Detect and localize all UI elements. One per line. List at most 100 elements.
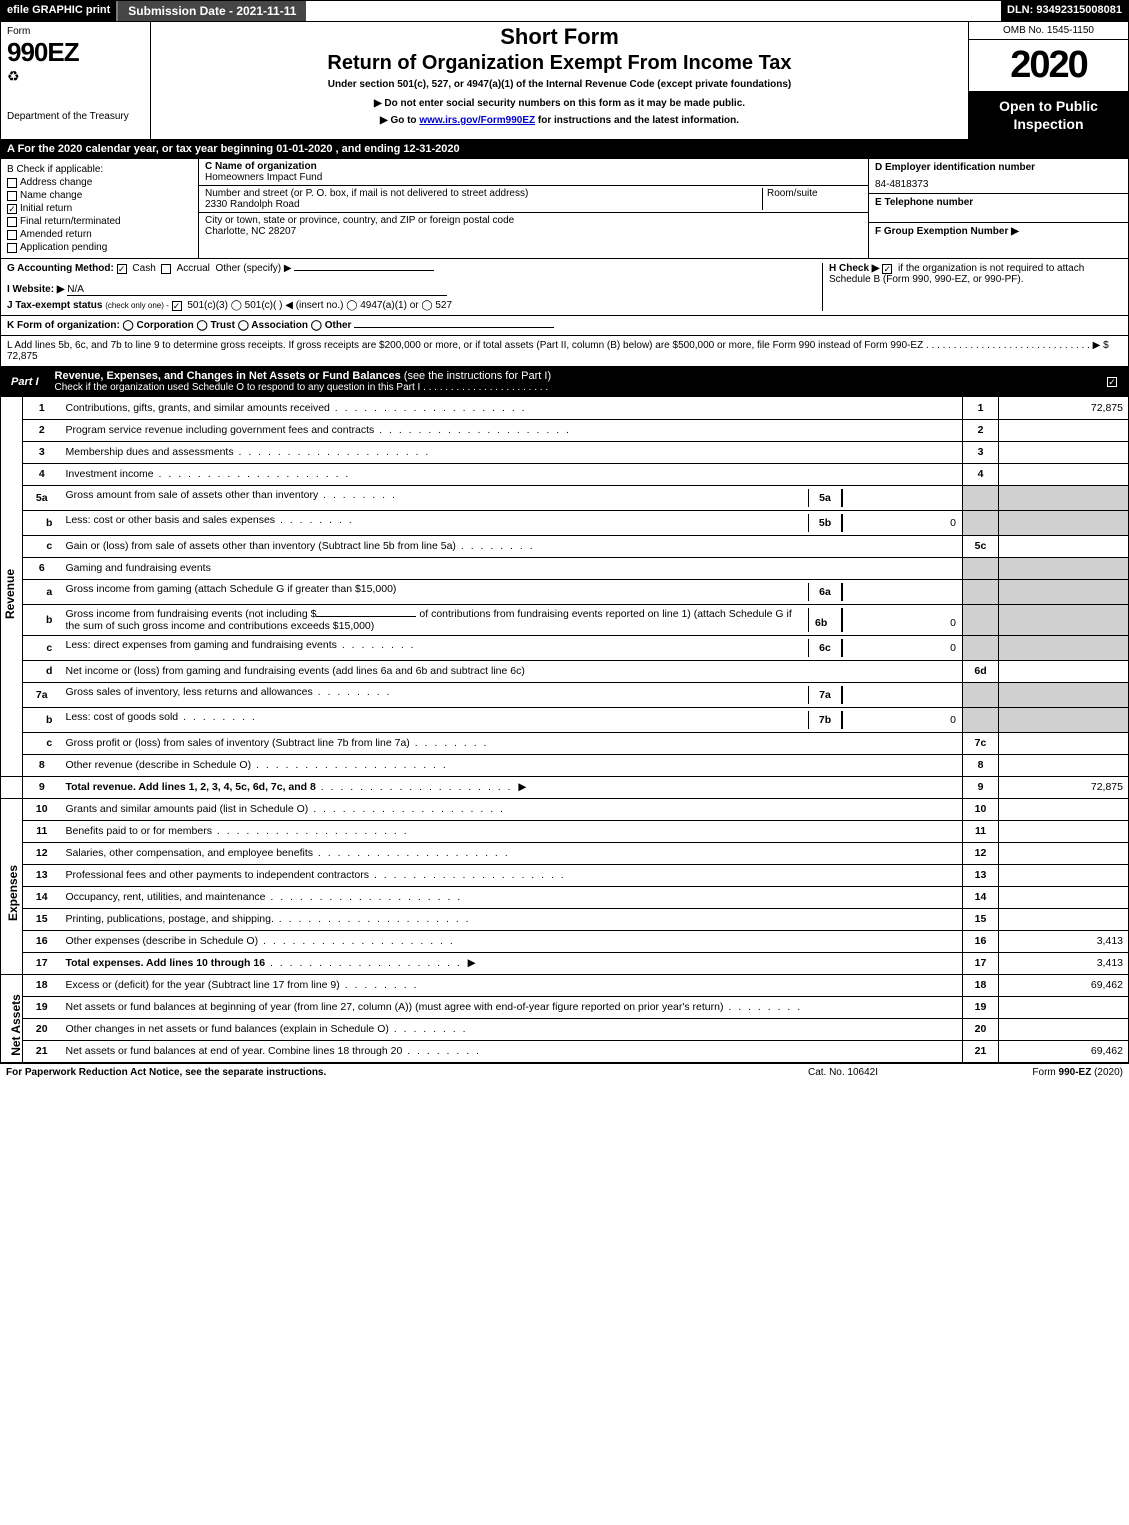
row-11: 11 Benefits paid to or for members 11 <box>1 820 1129 842</box>
chk-application-pending[interactable]: Application pending <box>7 242 192 253</box>
dln-label: DLN: 93492315008081 <box>1001 1 1128 21</box>
part-1-subtitle: Check if the organization used Schedule … <box>55 382 1082 393</box>
line-16-value: 3,413 <box>999 930 1129 952</box>
row-16: 16 Other expenses (describe in Schedule … <box>1 930 1129 952</box>
c-city-label: City or town, state or province, country… <box>205 215 862 226</box>
l-value: 72,875 <box>7 351 38 362</box>
line-1-desc: Contributions, gifts, grants, and simila… <box>61 397 963 419</box>
section-bcdef: B Check if applicable: Address change Na… <box>0 159 1129 259</box>
row-15: 15 Printing, publications, postage, and … <box>1 908 1129 930</box>
chk-name-change[interactable]: Name change <box>7 190 192 201</box>
chk-h[interactable]: ✓ <box>882 264 892 274</box>
chk-final-return[interactable]: Final return/terminated <box>7 216 192 227</box>
row-2: 2 Program service revenue including gove… <box>1 419 1129 441</box>
f-group-exemption: F Group Exemption Number ▶ <box>869 223 1128 240</box>
row-8: 8 Other revenue (describe in Schedule O)… <box>1 754 1129 776</box>
part-1-header: Part I Revenue, Expenses, and Changes in… <box>0 367 1129 397</box>
row-5b: b Less: cost or other basis and sales ex… <box>1 510 1129 535</box>
row-7b: b Less: cost of goods sold7b0 <box>1 707 1129 732</box>
row-13: 13 Professional fees and other payments … <box>1 864 1129 886</box>
row-10: Expenses 10 Grants and similar amounts p… <box>1 798 1129 820</box>
main-title: Return of Organization Exempt From Incom… <box>159 52 960 75</box>
chk-initial-return[interactable]: ✓Initial return <box>7 203 192 214</box>
chk-cash[interactable]: ✓ <box>117 264 127 274</box>
row-7c: c Gross profit or (loss) from sales of i… <box>1 732 1129 754</box>
i-website-label: I Website: ▶ <box>7 284 65 295</box>
h-check-box: H Check ▶ ✓ if the organization is not r… <box>822 263 1122 311</box>
e-phone-label: E Telephone number <box>869 194 1128 223</box>
j-options: 501(c)(3) ◯ 501(c)( ) ◀ (insert no.) ◯ 4… <box>187 300 452 311</box>
form-header: Form 990EZ ♻ Department of the Treasury … <box>0 22 1129 140</box>
form-ref: Form 990-EZ (2020) <box>943 1067 1123 1078</box>
expenses-side-label: Expenses <box>1 798 23 974</box>
g-other: Other (specify) ▶ <box>215 263 291 274</box>
i-website-value: N/A <box>67 284 447 296</box>
k-text: K Form of organization: ◯ Corporation ◯ … <box>7 320 351 331</box>
omb-number: OMB No. 1545-1150 <box>969 22 1128 40</box>
chk-address-change[interactable]: Address change <box>7 177 192 188</box>
j-label: J Tax-exempt status <box>7 300 102 311</box>
j-note: (check only one) - <box>105 301 169 310</box>
l-text: L Add lines 5b, 6c, and 7b to line 9 to … <box>7 340 1109 351</box>
chk-amended-return[interactable]: Amended return <box>7 229 192 240</box>
open-public-inspection: Open to Public Inspection <box>969 91 1128 139</box>
line-1-value: 72,875 <box>999 397 1129 419</box>
chk-501c3[interactable]: ✓ <box>172 301 182 311</box>
row-3: 3 Membership dues and assessments 3 <box>1 441 1129 463</box>
row-17: 17 Total expenses. Add lines 10 through … <box>1 952 1129 974</box>
g-label: G Accounting Method: <box>7 263 114 274</box>
k-other-blank[interactable] <box>354 327 554 328</box>
header-right: OMB No. 1545-1150 2020 Open to Public In… <box>968 22 1128 139</box>
g-cash: Cash <box>132 263 155 274</box>
row-12: 12 Salaries, other compensation, and emp… <box>1 842 1129 864</box>
header-middle: Short Form Return of Organization Exempt… <box>151 22 968 139</box>
c-city: Charlotte, NC 28207 <box>205 226 862 237</box>
b-label: B Check if applicable: <box>7 164 192 175</box>
section-ghij: G Accounting Method: ✓ Cash Accrual Othe… <box>0 259 1129 316</box>
g-other-blank[interactable] <box>294 270 434 271</box>
line-l-gross-receipts: L Add lines 5b, 6c, and 7b to line 9 to … <box>0 336 1129 367</box>
row-18: Net Assets 18 Excess or (deficit) for th… <box>1 974 1129 996</box>
row-6a: a Gross income from gaming (attach Sched… <box>1 579 1129 604</box>
c-name-label: C Name of organization <box>205 161 862 172</box>
column-c-org-info: C Name of organization Homeowners Impact… <box>199 159 868 258</box>
part-1-title: Revenue, Expenses, and Changes in Net As… <box>49 367 1088 396</box>
room-suite-label: Room/suite <box>762 188 862 210</box>
catalog-number: Cat. No. 10642I <box>743 1067 943 1078</box>
row-14: 14 Occupancy, rent, utilities, and maint… <box>1 886 1129 908</box>
page-footer: For Paperwork Reduction Act Notice, see … <box>0 1063 1129 1081</box>
row-6d: d Net income or (loss) from gaming and f… <box>1 660 1129 682</box>
h-label: H Check ▶ <box>829 263 879 274</box>
part-1-tab: Part I <box>1 373 49 391</box>
line-17-total-expenses: 3,413 <box>999 952 1129 974</box>
recycle-icon: ♻ <box>7 68 144 85</box>
paperwork-notice: For Paperwork Reduction Act Notice, see … <box>6 1067 743 1078</box>
c-org-name: Homeowners Impact Fund <box>205 172 862 183</box>
row-1: Revenue 1 Contributions, gifts, grants, … <box>1 397 1129 419</box>
row-5a: 5a Gross amount from sale of assets othe… <box>1 485 1129 510</box>
subtitle-section: Under section 501(c), 527, or 4947(a)(1)… <box>159 79 960 90</box>
row-9: 9 Total revenue. Add lines 1, 2, 3, 4, 5… <box>1 776 1129 798</box>
department-label: Department of the Treasury <box>7 111 144 122</box>
line-k-form-org: K Form of organization: ◯ Corporation ◯ … <box>0 316 1129 336</box>
line-21-value: 69,462 <box>999 1040 1129 1062</box>
row-7a: 7a Gross sales of inventory, less return… <box>1 682 1129 707</box>
tax-year: 2020 <box>969 40 1128 91</box>
top-bar: efile GRAPHIC print Submission Date - 20… <box>0 0 1129 22</box>
row-5c: c Gain or (loss) from sale of assets oth… <box>1 535 1129 557</box>
part-1-schedule-o-check[interactable]: ✓ <box>1088 376 1128 388</box>
efile-print-label[interactable]: efile GRAPHIC print <box>1 1 116 21</box>
irs-link[interactable]: www.irs.gov/Form990EZ <box>419 115 535 126</box>
line-9-total-revenue: 72,875 <box>999 776 1129 798</box>
instructions-line: ▶ Go to www.irs.gov/Form990EZ for instru… <box>159 115 960 126</box>
goto-prefix: ▶ Go to <box>380 115 419 126</box>
short-form-title: Short Form <box>159 24 960 50</box>
topbar-spacer <box>306 1 1001 21</box>
row-4: 4 Investment income 4 <box>1 463 1129 485</box>
column-b-checkboxes: B Check if applicable: Address change Na… <box>1 159 199 258</box>
line-18-value: 69,462 <box>999 974 1129 996</box>
form-number: 990EZ <box>7 37 144 68</box>
chk-accrual[interactable] <box>161 264 171 274</box>
header-left: Form 990EZ ♻ Department of the Treasury <box>1 22 151 139</box>
d-ein-label: D Employer identification number <box>869 159 1128 176</box>
